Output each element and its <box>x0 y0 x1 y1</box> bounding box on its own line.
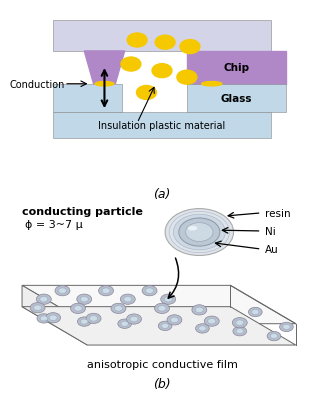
Polygon shape <box>187 52 286 85</box>
Circle shape <box>251 310 259 315</box>
Circle shape <box>145 288 154 294</box>
Text: anisotropic conductive film: anisotropic conductive film <box>87 360 237 369</box>
Circle shape <box>98 286 113 296</box>
Circle shape <box>161 324 169 328</box>
Circle shape <box>55 286 70 296</box>
Circle shape <box>152 65 172 79</box>
Text: ϕ = 3~7 μ: ϕ = 3~7 μ <box>25 219 83 229</box>
Circle shape <box>233 327 247 336</box>
Circle shape <box>236 329 244 334</box>
Bar <box>53 85 122 113</box>
Circle shape <box>232 318 247 328</box>
Circle shape <box>236 320 244 326</box>
Circle shape <box>46 313 61 323</box>
Circle shape <box>40 297 48 302</box>
Circle shape <box>77 294 92 305</box>
Circle shape <box>170 317 179 323</box>
Circle shape <box>136 86 156 100</box>
Circle shape <box>283 325 290 330</box>
Circle shape <box>208 319 216 324</box>
Circle shape <box>161 294 176 305</box>
Circle shape <box>155 303 169 314</box>
Circle shape <box>280 322 293 332</box>
Text: resin: resin <box>265 208 290 218</box>
Circle shape <box>37 314 51 323</box>
Circle shape <box>270 334 278 339</box>
Text: Chip: Chip <box>224 63 250 73</box>
Circle shape <box>71 303 86 314</box>
Circle shape <box>158 306 166 311</box>
Circle shape <box>121 321 128 326</box>
Circle shape <box>74 306 82 311</box>
Circle shape <box>158 321 172 331</box>
Circle shape <box>80 297 88 302</box>
Circle shape <box>120 294 135 305</box>
Polygon shape <box>22 285 87 345</box>
Circle shape <box>80 319 88 324</box>
Text: conducting particle: conducting particle <box>22 206 143 216</box>
Circle shape <box>199 326 206 331</box>
Circle shape <box>249 308 262 317</box>
Circle shape <box>77 317 91 326</box>
Circle shape <box>124 297 132 302</box>
Circle shape <box>165 209 234 256</box>
Circle shape <box>58 288 66 294</box>
Polygon shape <box>84 52 125 85</box>
Circle shape <box>173 215 225 250</box>
Circle shape <box>164 297 172 302</box>
Circle shape <box>267 332 281 341</box>
Circle shape <box>34 305 41 311</box>
Circle shape <box>196 324 209 333</box>
Circle shape <box>102 288 110 294</box>
Circle shape <box>118 319 132 328</box>
Text: Glass: Glass <box>221 94 252 104</box>
Circle shape <box>177 71 197 85</box>
Circle shape <box>186 223 213 242</box>
Text: Au: Au <box>265 245 278 254</box>
Circle shape <box>89 316 98 321</box>
Circle shape <box>127 34 147 48</box>
Circle shape <box>36 294 51 305</box>
Circle shape <box>204 316 219 326</box>
Text: (b): (b) <box>153 377 171 390</box>
Text: Insulation plastic material: Insulation plastic material <box>98 121 226 131</box>
Circle shape <box>114 306 122 311</box>
Circle shape <box>155 36 175 50</box>
Circle shape <box>86 314 101 324</box>
Text: Conduction: Conduction <box>10 79 65 90</box>
Circle shape <box>192 305 207 315</box>
Text: (a): (a) <box>153 187 171 200</box>
Circle shape <box>142 286 157 296</box>
Circle shape <box>180 40 200 54</box>
Circle shape <box>130 317 138 322</box>
Circle shape <box>49 315 57 321</box>
Ellipse shape <box>202 82 222 87</box>
Ellipse shape <box>188 226 197 231</box>
Bar <box>187 85 286 113</box>
Circle shape <box>111 303 126 314</box>
Ellipse shape <box>95 82 114 87</box>
Bar <box>53 21 271 52</box>
Circle shape <box>179 218 220 247</box>
Circle shape <box>30 303 45 313</box>
Circle shape <box>195 307 203 313</box>
Circle shape <box>121 58 141 72</box>
Bar <box>53 113 271 139</box>
Polygon shape <box>22 307 296 345</box>
Circle shape <box>40 316 48 321</box>
Polygon shape <box>22 285 296 324</box>
Text: Ni: Ni <box>265 227 275 236</box>
Circle shape <box>127 314 142 324</box>
Circle shape <box>167 315 182 325</box>
